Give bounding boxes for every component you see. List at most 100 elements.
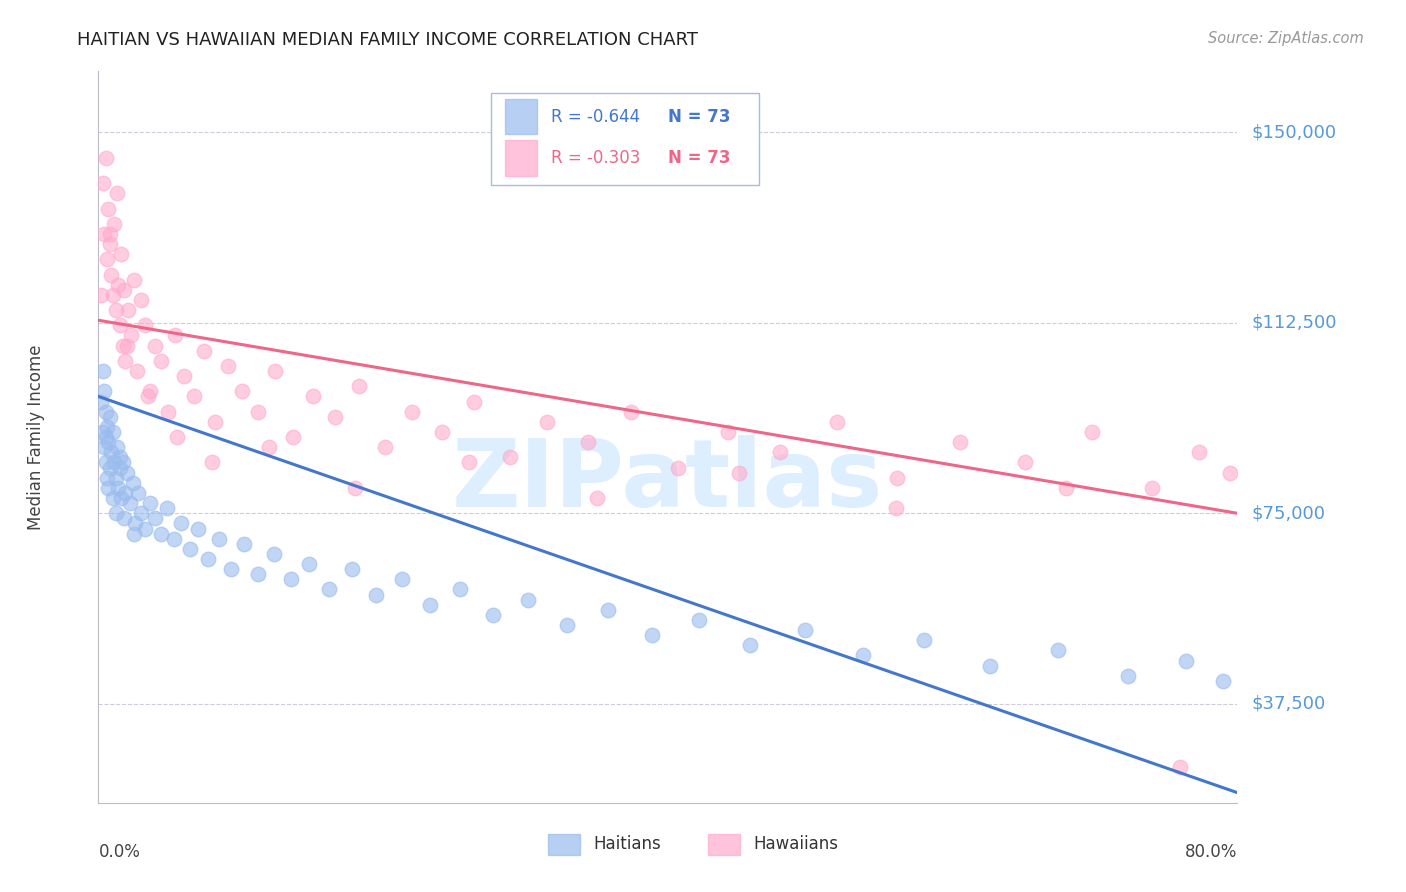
Point <box>98 227 121 241</box>
Point <box>96 471 118 485</box>
Point <box>121 475 143 490</box>
Point <box>666 460 689 475</box>
Text: $37,500: $37,500 <box>1251 695 1326 713</box>
Point <box>263 547 285 561</box>
Point <box>232 537 254 551</box>
Point <box>110 247 132 261</box>
Text: HAITIAN VS HAWAIIAN MEDIAN FAMILY INCOME CORRELATION CHART: HAITIAN VS HAWAIIAN MEDIAN FAMILY INCOME… <box>77 31 699 49</box>
Point <box>114 486 136 500</box>
Point <box>173 369 195 384</box>
Point <box>112 283 135 297</box>
Point <box>463 394 485 409</box>
Point <box>104 506 127 520</box>
Point <box>264 364 287 378</box>
Point <box>219 562 242 576</box>
Text: 80.0%: 80.0% <box>1185 843 1237 861</box>
Point <box>122 526 145 541</box>
Point <box>204 415 226 429</box>
Point <box>108 460 131 475</box>
Text: Haitians: Haitians <box>593 836 662 854</box>
Point <box>111 455 134 469</box>
Point <box>449 582 471 597</box>
Point <box>641 628 664 642</box>
Point <box>688 613 710 627</box>
Bar <box>548 833 581 855</box>
Point <box>124 516 146 531</box>
Point <box>343 481 366 495</box>
Point <box>129 506 152 520</box>
Point <box>111 338 134 352</box>
Point <box>283 430 305 444</box>
Point <box>391 572 413 586</box>
Point <box>536 415 558 429</box>
Point <box>1081 425 1104 439</box>
Point <box>118 496 141 510</box>
Point <box>112 511 135 525</box>
Point <box>576 435 599 450</box>
Point <box>110 491 132 505</box>
Point <box>1175 654 1198 668</box>
Point <box>150 526 173 541</box>
Point <box>101 425 124 439</box>
Point <box>98 409 121 424</box>
Point <box>231 384 253 399</box>
Text: $112,500: $112,500 <box>1251 314 1337 332</box>
Point <box>183 389 205 403</box>
Point <box>208 532 231 546</box>
Bar <box>505 99 537 135</box>
Point <box>555 618 578 632</box>
Bar <box>707 833 740 855</box>
Point <box>127 486 149 500</box>
Text: Hawaiians: Hawaiians <box>754 836 838 854</box>
Point <box>347 379 370 393</box>
Point <box>302 389 325 403</box>
Point <box>103 455 125 469</box>
Point <box>769 445 792 459</box>
Point <box>1046 643 1069 657</box>
Text: R = -0.644: R = -0.644 <box>551 108 640 126</box>
Point <box>145 338 167 352</box>
Point <box>114 354 136 368</box>
Point <box>217 359 239 373</box>
Point <box>94 405 117 419</box>
Point <box>259 440 281 454</box>
Point <box>374 440 396 454</box>
Point <box>170 516 193 531</box>
Point <box>138 384 160 399</box>
Text: $75,000: $75,000 <box>1251 504 1326 523</box>
Point <box>115 466 138 480</box>
Point <box>457 455 479 469</box>
Point <box>1014 455 1036 469</box>
Point <box>246 405 269 419</box>
Point <box>97 435 120 450</box>
Point <box>115 338 138 352</box>
Point <box>1188 445 1211 459</box>
Point <box>728 466 751 480</box>
Point <box>187 521 209 535</box>
Point <box>298 557 321 571</box>
Point <box>1116 669 1139 683</box>
Point <box>401 405 423 419</box>
Point <box>91 425 114 439</box>
Point <box>884 501 907 516</box>
Point <box>94 455 117 469</box>
Point <box>620 405 643 419</box>
Point <box>193 343 215 358</box>
Point <box>145 511 167 525</box>
Point <box>1140 481 1163 495</box>
Point <box>105 440 128 454</box>
Point <box>94 430 117 444</box>
Point <box>201 455 224 469</box>
Point <box>103 217 125 231</box>
Point <box>1170 760 1192 774</box>
Point <box>280 572 302 586</box>
Text: N = 73: N = 73 <box>668 149 730 167</box>
Point <box>1212 673 1234 688</box>
Point <box>117 303 139 318</box>
Point <box>717 425 740 439</box>
Point <box>138 496 160 510</box>
Point <box>108 450 131 465</box>
Point <box>134 521 156 535</box>
Point <box>165 328 187 343</box>
Point <box>90 394 112 409</box>
